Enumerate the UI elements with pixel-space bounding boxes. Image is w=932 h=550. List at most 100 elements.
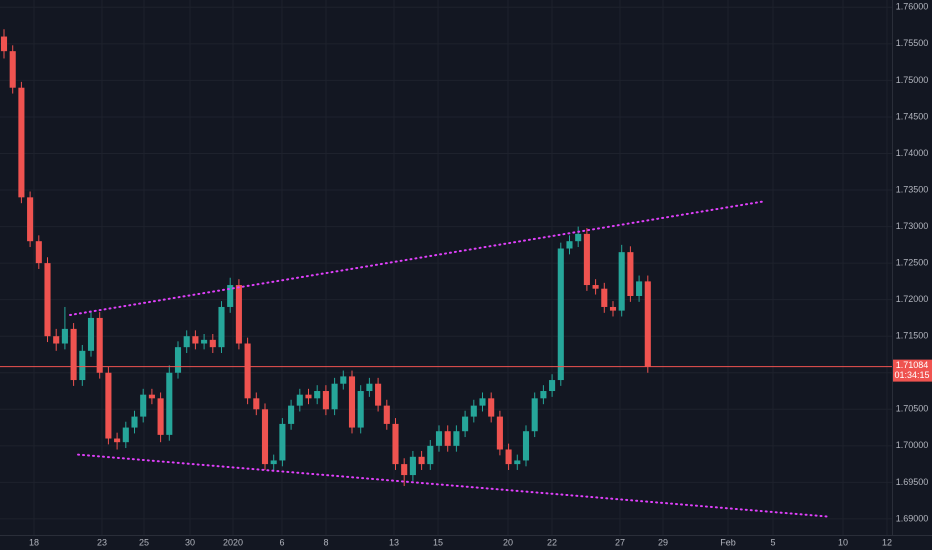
candle-body — [409, 456, 416, 476]
x-tick-label: 23 — [97, 537, 107, 547]
candle-body — [601, 288, 608, 307]
candle-body — [331, 383, 338, 410]
x-tick-label: 18 — [29, 537, 39, 547]
y-tick-label: 1.75500 — [896, 38, 929, 48]
candle-body — [9, 51, 16, 88]
y-tick-label: 1.74000 — [896, 148, 929, 158]
x-tick-label: 22 — [547, 537, 557, 547]
candle-body — [261, 409, 269, 465]
candle-body — [427, 445, 434, 465]
candle-body — [522, 431, 530, 461]
x-tick-label: 13 — [389, 537, 399, 547]
candle-body — [470, 405, 477, 417]
candle-body — [79, 350, 86, 381]
candle-body — [505, 449, 512, 465]
candle-body — [174, 347, 182, 373]
y-tick-label: 1.76000 — [896, 2, 929, 12]
candle-body — [592, 285, 599, 289]
y-tick-label: 1.73500 — [896, 184, 929, 194]
candle-body — [357, 391, 364, 428]
candle-body — [609, 306, 617, 311]
candle-body — [583, 233, 590, 286]
trend-line — [77, 453, 831, 518]
x-tick-label: 30 — [185, 537, 195, 547]
candle-body — [288, 405, 295, 424]
candle-body — [462, 416, 469, 432]
candle-body — [35, 241, 42, 264]
candle-body — [636, 281, 643, 297]
candle-body — [227, 285, 234, 307]
candle-body — [375, 383, 382, 406]
candle-body — [70, 328, 77, 381]
candle-body — [201, 339, 208, 344]
candle-body — [314, 391, 321, 399]
candle-body — [575, 233, 582, 242]
candle-body — [114, 438, 121, 443]
candle-body — [549, 380, 556, 392]
candle-body — [27, 197, 34, 242]
candle-body — [435, 431, 443, 446]
candle-body — [96, 317, 103, 373]
candle-body — [348, 376, 356, 428]
x-tick-label: 15 — [433, 537, 443, 547]
candle-body — [392, 423, 399, 465]
candle-body — [531, 398, 538, 432]
candle-body — [514, 460, 521, 465]
candle-body — [401, 464, 408, 476]
candle-body — [305, 394, 312, 399]
x-tick-label: 6 — [279, 537, 284, 547]
candle-body — [322, 391, 329, 410]
candle-body — [627, 252, 634, 297]
candle-body — [0, 36, 8, 52]
y-tick-label: 1.72000 — [896, 294, 929, 304]
y-tick-label: 1.75000 — [896, 75, 929, 85]
candle-body — [383, 405, 390, 424]
candle-body — [444, 431, 451, 446]
candle-body — [53, 336, 60, 344]
candle-body — [418, 456, 425, 465]
x-tick-label: 8 — [323, 537, 328, 547]
candle-body — [453, 431, 460, 446]
candle-body — [192, 336, 199, 344]
candle-body — [479, 398, 486, 406]
candle-body — [340, 376, 347, 384]
candle-body — [218, 306, 225, 348]
candle-body — [131, 416, 138, 428]
candle-body — [488, 398, 495, 417]
candle-body — [270, 460, 277, 465]
y-tick-label: 1.74500 — [896, 111, 929, 121]
last-price-label: 1.71084 — [896, 360, 929, 370]
candle-body — [296, 394, 303, 406]
candle-body — [279, 423, 286, 461]
y-tick-label: 1.71500 — [896, 331, 929, 341]
y-tick-label: 1.73000 — [896, 221, 929, 231]
candle-body — [540, 391, 547, 399]
x-tick-label: Feb — [720, 537, 736, 547]
candle-body — [496, 416, 503, 450]
y-tick-label: 1.69000 — [896, 513, 929, 523]
y-tick-label: 1.72500 — [896, 257, 929, 267]
candle-body — [253, 398, 260, 410]
candle-body — [44, 263, 51, 337]
candle-body — [18, 87, 25, 198]
x-tick-label: 29 — [658, 537, 668, 547]
last-price-box — [893, 359, 932, 382]
candle-body — [566, 241, 573, 249]
candle-body — [166, 372, 173, 435]
candle-body — [235, 285, 242, 344]
y-tick-label: 1.69500 — [896, 477, 929, 487]
x-tick-label: 10 — [838, 537, 848, 547]
candle-body — [644, 281, 651, 367]
candle-body — [157, 398, 164, 435]
candle-body — [122, 427, 129, 443]
candle-body — [87, 317, 95, 351]
y-tick-label: 1.70000 — [896, 440, 929, 450]
candle-body — [140, 394, 147, 417]
y-tick-label: 1.70500 — [896, 404, 929, 414]
candle-body — [618, 252, 625, 311]
candle-body — [366, 383, 373, 392]
candle-body — [183, 336, 190, 348]
